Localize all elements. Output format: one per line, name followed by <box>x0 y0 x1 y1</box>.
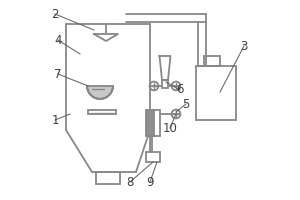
Bar <box>88 110 116 114</box>
Wedge shape <box>87 86 113 99</box>
Text: 6: 6 <box>176 83 184 96</box>
Bar <box>146 110 154 136</box>
Text: 1: 1 <box>51 114 59 127</box>
Bar <box>146 152 160 162</box>
Text: 5: 5 <box>182 98 190 110</box>
Polygon shape <box>160 56 170 80</box>
Bar <box>96 172 120 184</box>
Text: 10: 10 <box>163 121 177 134</box>
Bar <box>196 66 236 120</box>
Text: 9: 9 <box>146 176 154 188</box>
Bar <box>154 110 160 136</box>
Text: 2: 2 <box>51 7 59 21</box>
Bar <box>204 56 220 66</box>
Polygon shape <box>94 34 118 41</box>
Bar <box>162 80 168 88</box>
Text: 8: 8 <box>126 176 134 188</box>
Text: 7: 7 <box>54 68 62 80</box>
Text: 4: 4 <box>54 33 62 46</box>
Text: 3: 3 <box>240 40 248 52</box>
